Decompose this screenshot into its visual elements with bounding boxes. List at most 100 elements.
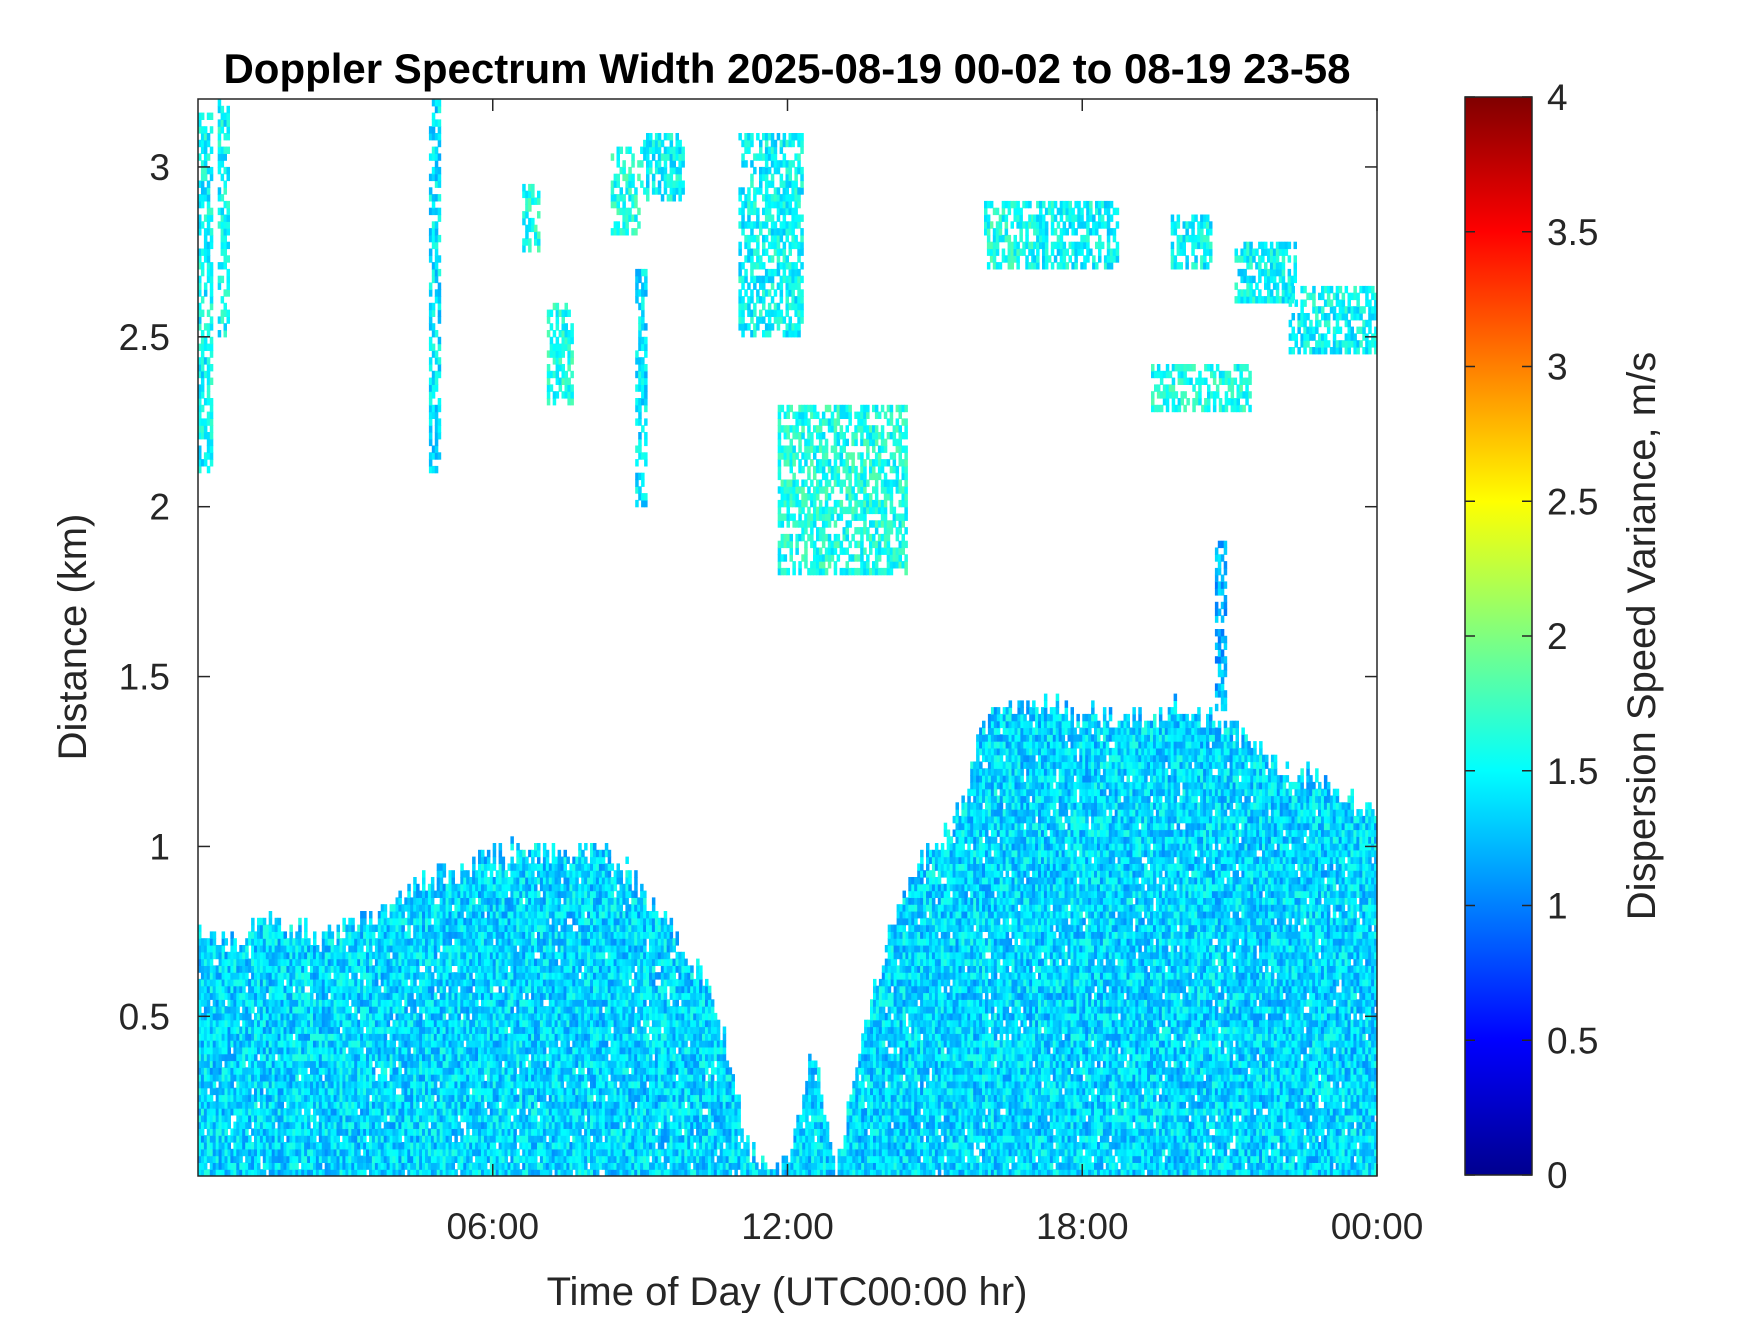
heatmap-cell xyxy=(398,1108,402,1116)
heatmap-cell xyxy=(513,917,517,926)
heatmap-cell xyxy=(292,1108,296,1116)
heatmap-cell xyxy=(413,1074,417,1082)
heatmap-cell xyxy=(430,1040,435,1048)
heatmap-cell xyxy=(481,1040,485,1048)
heatmap-cell xyxy=(333,1114,338,1123)
heatmap-cell xyxy=(539,1135,544,1143)
heatmap-cell xyxy=(242,1135,246,1143)
heatmap-cell xyxy=(292,1128,296,1136)
heatmap-cell xyxy=(383,1101,388,1109)
heatmap-cell xyxy=(463,931,467,939)
heatmap-cell xyxy=(363,1148,367,1157)
heatmap-cell xyxy=(481,938,485,946)
heatmap-cell xyxy=(425,978,429,987)
heatmap-cell xyxy=(501,1169,506,1176)
heatmap-cell xyxy=(324,1019,329,1028)
heatmap-cell xyxy=(357,1033,361,1041)
heatmap-cell xyxy=(301,992,305,1000)
heatmap-cell xyxy=(236,1033,240,1041)
heatmap-cell xyxy=(410,1060,414,1068)
heatmap-cell xyxy=(398,1155,402,1163)
heatmap-cell xyxy=(200,999,205,1007)
heatmap-cell xyxy=(342,1040,346,1048)
heatmap-cell xyxy=(469,1060,473,1068)
heatmap-cell xyxy=(478,1040,482,1048)
heatmap-cell xyxy=(433,1019,438,1028)
heatmap-cell xyxy=(401,945,405,953)
heatmap-cell xyxy=(386,972,391,980)
heatmap-cell xyxy=(407,985,411,994)
heatmap-cell xyxy=(454,978,458,987)
heatmap-cell xyxy=(534,924,538,932)
heatmap-cell xyxy=(392,1108,396,1116)
heatmap-cell xyxy=(254,1012,258,1021)
heatmap-cell xyxy=(218,972,223,980)
heatmap-cell xyxy=(504,1067,508,1075)
heatmap-cell xyxy=(475,1169,479,1176)
heatmap-cell xyxy=(224,1012,228,1021)
heatmap-cell xyxy=(457,1040,461,1048)
heatmap-cell xyxy=(227,1114,231,1123)
heatmap-cell xyxy=(513,931,517,939)
heatmap-cell xyxy=(554,917,559,926)
heatmap-cell xyxy=(486,911,491,919)
heatmap-cell xyxy=(230,999,234,1007)
heatmap-cell xyxy=(463,1033,467,1041)
heatmap-cell xyxy=(389,1094,394,1102)
heatmap-cell xyxy=(307,1094,311,1102)
heatmap-cell xyxy=(351,978,355,987)
heatmap-cell xyxy=(539,1108,544,1116)
heatmap-cell xyxy=(371,1019,376,1028)
heatmap-cell xyxy=(436,1012,441,1021)
heatmap-cell xyxy=(218,1006,223,1014)
heatmap-cell xyxy=(451,1148,455,1157)
heatmap-cell xyxy=(212,1040,217,1048)
heatmap-cell xyxy=(531,1006,535,1014)
heatmap-cell xyxy=(504,890,508,898)
heatmap-cell xyxy=(463,999,467,1007)
heatmap-cell xyxy=(495,1155,500,1163)
heatmap-cell xyxy=(425,1135,429,1143)
heatmap-cell xyxy=(203,1114,208,1123)
heatmap-cell xyxy=(560,863,564,871)
heatmap-cell xyxy=(466,924,470,932)
heatmap-cell xyxy=(472,1033,476,1041)
heatmap-cell xyxy=(516,965,520,973)
heatmap-cell xyxy=(280,1142,284,1150)
heatmap-cell xyxy=(463,1142,467,1150)
heatmap-cell xyxy=(545,911,550,919)
heatmap-cell xyxy=(507,1033,511,1041)
heatmap-cell xyxy=(445,1067,450,1075)
heatmap-cell xyxy=(277,1080,282,1089)
heatmap-cell xyxy=(209,1087,214,1096)
heatmap-cell xyxy=(413,938,417,946)
heatmap-cell xyxy=(416,890,420,898)
heatmap-cell xyxy=(513,1080,517,1089)
heatmap-cell xyxy=(566,972,570,980)
heatmap-cell xyxy=(525,999,529,1007)
heatmap-cell xyxy=(507,1046,511,1055)
heatmap-cell xyxy=(295,1019,299,1028)
heatmap-cell xyxy=(348,1033,352,1041)
heatmap-cell xyxy=(425,931,429,939)
heatmap-cell xyxy=(539,911,544,919)
heatmap-cell xyxy=(422,1169,426,1176)
heatmap-cell xyxy=(495,924,500,932)
heatmap-cell xyxy=(560,945,564,953)
heatmap-cell xyxy=(348,1006,352,1014)
heatmap-cell xyxy=(389,1128,394,1136)
heatmap-cell xyxy=(351,1040,355,1048)
heatmap-cell xyxy=(537,985,541,994)
heatmap-cell xyxy=(507,1114,511,1123)
heatmap-cell xyxy=(504,883,508,892)
heatmap-cell xyxy=(218,1046,223,1055)
heatmap-cell xyxy=(345,1128,349,1136)
heatmap-cell xyxy=(466,1121,470,1129)
heatmap-cell xyxy=(534,965,538,973)
heatmap-cell xyxy=(304,1012,308,1021)
heatmap-cell xyxy=(245,1121,249,1129)
heatmap-cell xyxy=(430,1121,435,1129)
heatmap-cell xyxy=(442,1108,447,1116)
heatmap-cell xyxy=(271,1108,276,1116)
heatmap-cell xyxy=(206,1148,211,1157)
